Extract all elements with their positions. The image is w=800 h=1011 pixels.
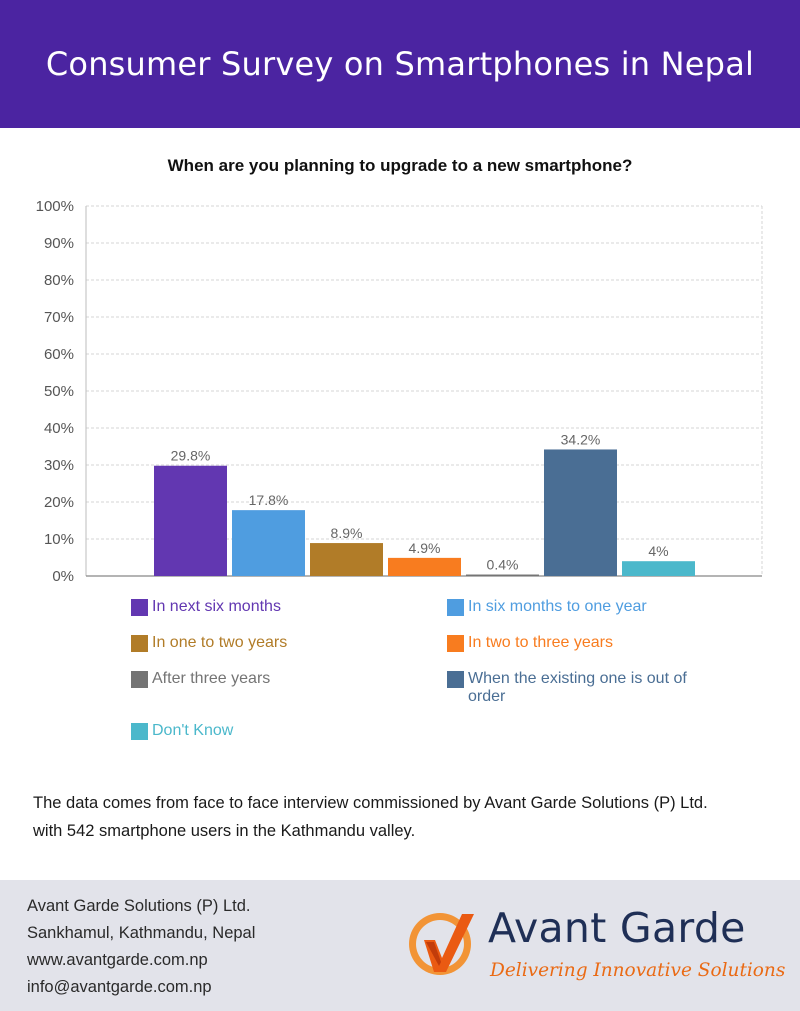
chart-title: When are you planning to upgrade to a ne… <box>167 156 633 175</box>
legend-item[interactable]: In next six months <box>131 598 382 616</box>
legend-swatch <box>447 599 464 616</box>
y-tick-label: 0% <box>52 568 74 585</box>
y-tick-label: 30% <box>44 457 74 474</box>
legend-label: In next six months <box>152 598 281 615</box>
legend-swatch <box>131 671 148 688</box>
bar-chart: 0% 10% 20% 30% 40% 50% 60% 70% 80% 90% 100% 29.8% 17… <box>36 198 763 585</box>
chart-legend: In next six months In six months to one y… <box>0 598 800 758</box>
legend-item[interactable]: In two to three years <box>447 634 698 652</box>
legend-label: When the existing one is out of order <box>468 670 687 705</box>
logo-name: Avant Garde <box>488 904 746 952</box>
legend-item[interactable]: Don't Know <box>131 722 382 740</box>
bar <box>232 510 305 576</box>
header-banner: Consumer Survey on Smartphones in Nepal <box>0 0 800 128</box>
bar <box>466 574 539 576</box>
company-name: Avant Garde Solutions (P) Ltd. <box>27 897 251 915</box>
legend-item[interactable]: In six months to one year <box>447 598 698 616</box>
y-tick-label: 60% <box>44 346 74 363</box>
legend-label: In one to two years <box>152 634 288 651</box>
legend-item[interactable]: When the existing one is out of order <box>447 670 698 706</box>
legend-swatch <box>447 635 464 652</box>
y-tick-label: 50% <box>44 383 74 400</box>
page-title: Consumer Survey on Smartphones in Nepal <box>45 45 755 83</box>
logo-check-icon <box>409 913 474 975</box>
company-address: Sankhamul, Kathmandu, Nepal <box>27 924 256 942</box>
bar <box>310 543 383 576</box>
company-email[interactable]: info@avantgarde.com.np <box>27 978 212 996</box>
bar-data-label: 8.9% <box>331 525 363 541</box>
y-tick-label: 20% <box>44 494 74 511</box>
y-tick-label: 10% <box>44 531 74 548</box>
bar <box>388 557 461 576</box>
legend-swatch <box>131 599 148 616</box>
bar-data-label: 4.9% <box>409 540 441 556</box>
legend-label: In two to three years <box>468 634 613 651</box>
bar <box>154 465 227 576</box>
bar <box>544 449 617 576</box>
footer: Avant Garde Solutions (P) Ltd. Sankhamul… <box>0 880 800 1011</box>
avant-garde-logo: Avant Garde Delivering Innovative Soluti… <box>404 902 785 992</box>
bar-data-label: 4% <box>648 543 668 559</box>
bar <box>622 561 695 576</box>
y-tick-label: 100% <box>36 198 74 215</box>
y-tick-label: 70% <box>44 309 74 326</box>
legend-label: In six months to one year <box>468 598 647 615</box>
legend-swatch <box>131 723 148 740</box>
bar-data-label: 34.2% <box>561 431 601 447</box>
contact-block: Avant Garde Solutions (P) Ltd. Sankhamul… <box>27 893 255 1001</box>
legend-label: After three years <box>152 670 271 687</box>
legend-item[interactable]: In one to two years <box>131 634 382 652</box>
logo-tagline: Delivering Innovative Solutions <box>490 960 786 981</box>
bar-data-label: 0.4% <box>487 557 519 573</box>
bar-data-label: 17.8% <box>249 492 289 508</box>
legend-label: Don't Know <box>152 722 234 739</box>
y-tick-label: 90% <box>44 235 74 252</box>
survey-note-line-2: with 542 smartphone users in the Kathman… <box>33 822 416 840</box>
y-tick-label: 40% <box>44 420 74 437</box>
y-tick-label: 80% <box>44 272 74 289</box>
legend-item[interactable]: After three years <box>131 670 382 688</box>
survey-note: The data comes from face to face intervi… <box>33 789 783 845</box>
company-website[interactable]: www.avantgarde.com.np <box>27 951 208 969</box>
legend-swatch <box>447 671 464 688</box>
survey-note-line-1: The data comes from face to face intervi… <box>33 794 708 812</box>
bar-data-label: 29.8% <box>171 448 211 464</box>
legend-swatch <box>131 635 148 652</box>
